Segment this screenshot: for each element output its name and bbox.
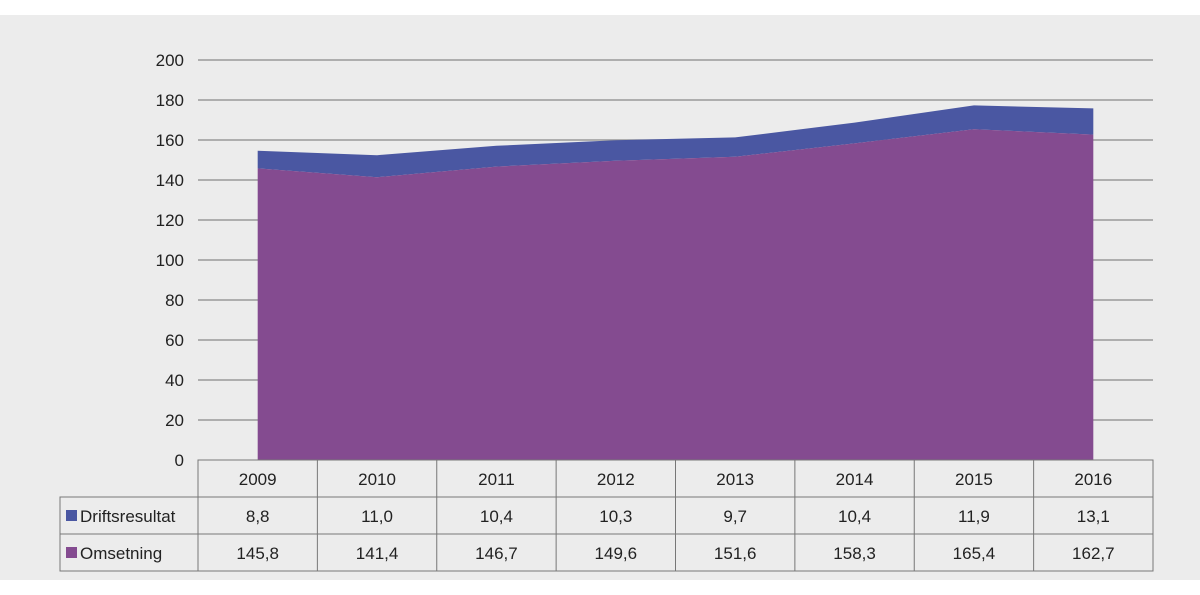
data-label: 13,1 <box>1077 507 1110 526</box>
y-tick-label: 100 <box>156 251 184 270</box>
data-label: 145,8 <box>236 544 279 563</box>
data-label: 151,6 <box>714 544 757 563</box>
y-tick-label: 40 <box>165 371 184 390</box>
data-label: 141,4 <box>356 544 399 563</box>
legend-swatch-driftsresultat <box>66 510 77 521</box>
data-label: 162,7 <box>1072 544 1115 563</box>
data-label: 146,7 <box>475 544 518 563</box>
data-label: 8,8 <box>246 507 270 526</box>
area-omsetning <box>257 129 1094 460</box>
data-label: 165,4 <box>953 544 996 563</box>
legend-swatch-omsetning <box>66 547 77 558</box>
x-tick-label: 2010 <box>358 470 396 489</box>
y-tick-label: 180 <box>156 91 184 110</box>
y-tick-label: 80 <box>165 291 184 310</box>
x-tick-label: 2011 <box>478 470 515 489</box>
y-tick-label: 60 <box>165 331 184 350</box>
y-tick-label: 200 <box>156 51 184 70</box>
y-tick-label: 160 <box>156 131 184 150</box>
legend-label-omsetning: Omsetning <box>80 544 162 563</box>
data-label: 10,4 <box>838 507 871 526</box>
data-label: 10,3 <box>599 507 632 526</box>
x-tick-label: 2012 <box>597 470 635 489</box>
x-tick-label: 2016 <box>1074 470 1112 489</box>
data-label: 10,4 <box>480 507 513 526</box>
x-tick-label: 2015 <box>955 470 993 489</box>
data-label: 158,3 <box>833 544 876 563</box>
area-driftsresultat <box>257 105 1094 178</box>
data-label: 149,6 <box>595 544 638 563</box>
x-tick-label: 2009 <box>239 470 277 489</box>
y-tick-label: 140 <box>156 171 184 190</box>
x-tick-label: 2013 <box>716 470 754 489</box>
data-label: 11,0 <box>361 507 393 526</box>
data-label: 9,7 <box>723 507 747 526</box>
x-tick-label: 2014 <box>836 470 874 489</box>
y-tick-label: 0 <box>175 451 184 470</box>
legend-label-driftsresultat: Driftsresultat <box>80 507 176 526</box>
y-tick-label: 120 <box>156 211 184 230</box>
data-label: 11,9 <box>958 507 990 526</box>
y-tick-label: 20 <box>165 411 184 430</box>
